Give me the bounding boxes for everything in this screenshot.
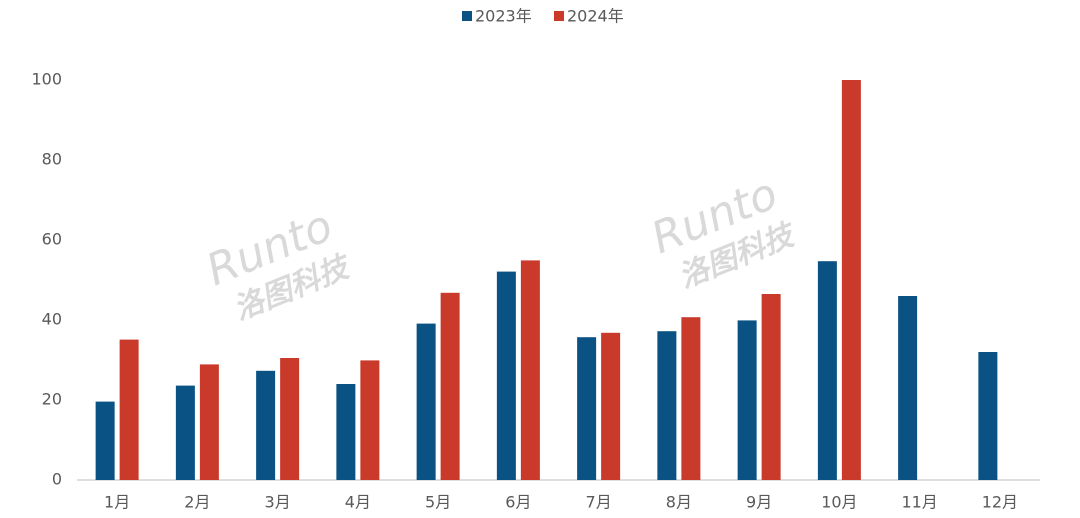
x-tick-label: 11月: [901, 493, 937, 512]
legend-swatch: [554, 11, 564, 21]
bar: [577, 337, 597, 480]
x-tick-label: 4月: [345, 493, 371, 512]
bar: [496, 271, 516, 480]
bar: [657, 331, 677, 480]
legend-label: 2024年: [567, 7, 624, 26]
bar: [841, 80, 861, 480]
bar: [601, 332, 621, 480]
x-tick-label: 12月: [982, 493, 1018, 512]
bar: [199, 364, 219, 480]
x-tick-label: 8月: [666, 493, 692, 512]
y-tick-label: 100: [31, 70, 62, 89]
x-tick-label: 9月: [746, 493, 772, 512]
y-tick-label: 60: [42, 230, 62, 249]
bar: [520, 260, 540, 480]
bar: [817, 261, 837, 480]
watermark: Runto 洛图科技: [645, 168, 802, 295]
bar: [416, 323, 436, 480]
bar: [898, 296, 918, 480]
bar: [978, 352, 998, 480]
bar: [737, 320, 757, 480]
bar: [280, 358, 300, 480]
x-tick-label: 10月: [821, 493, 857, 512]
bar: [119, 339, 139, 480]
bar: [175, 385, 195, 480]
legend-swatch: [462, 11, 472, 21]
x-tick-label: 7月: [586, 493, 612, 512]
bar: [95, 401, 115, 480]
y-tick-label: 0: [52, 470, 62, 489]
y-tick-label: 80: [42, 150, 62, 169]
x-tick-label: 3月: [265, 493, 291, 512]
y-tick-label: 40: [42, 310, 62, 329]
bar: [336, 384, 356, 480]
watermark: Runto 洛图科技: [200, 200, 357, 327]
bar: [256, 370, 276, 480]
bar: [440, 292, 460, 480]
x-tick-label: 2月: [184, 493, 210, 512]
y-tick-label: 20: [42, 390, 62, 409]
bar: [360, 360, 380, 480]
bar: [681, 317, 701, 480]
x-tick-label: 5月: [425, 493, 451, 512]
x-tick-label: 1月: [104, 493, 130, 512]
legend-label: 2023年: [475, 7, 532, 26]
x-tick-label: 6月: [505, 493, 531, 512]
bar: [761, 294, 781, 480]
